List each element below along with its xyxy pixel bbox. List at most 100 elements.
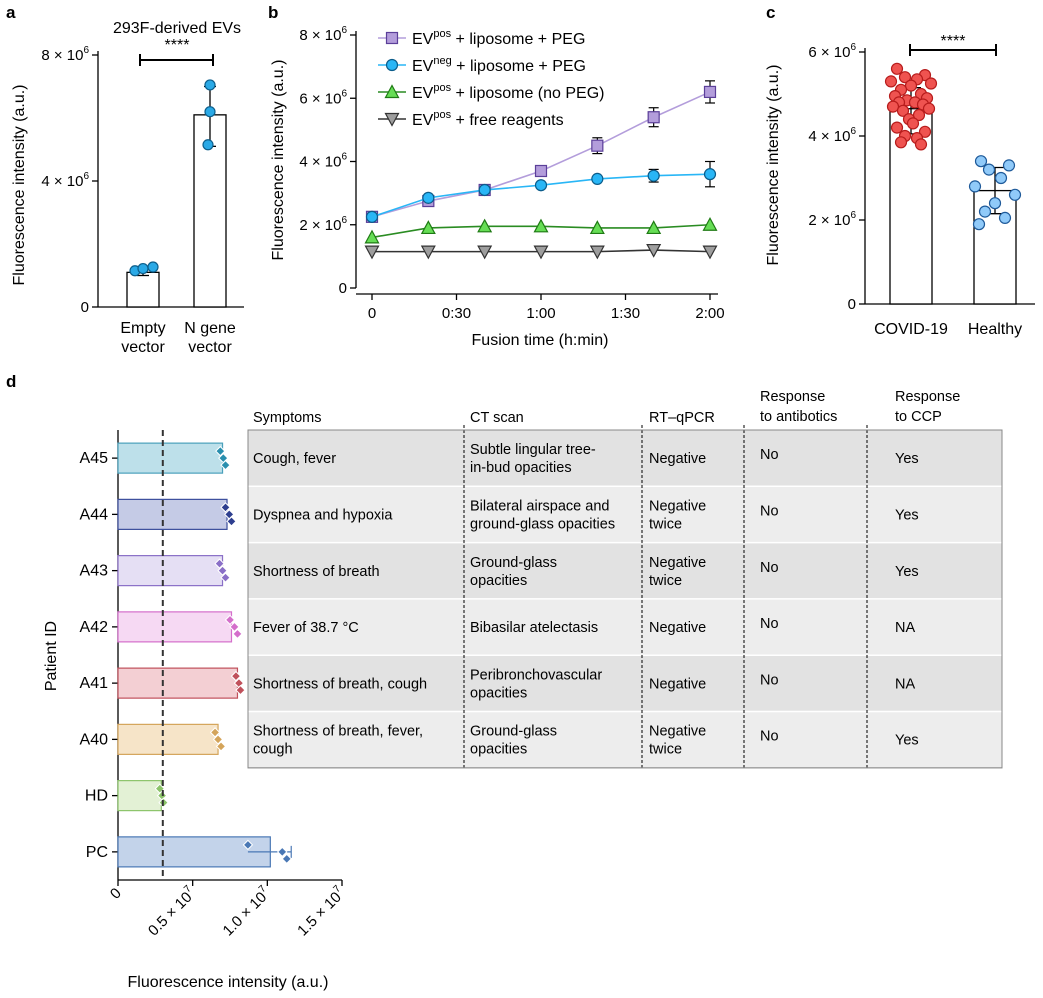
d-data-point [229, 621, 240, 633]
b-data-point [477, 218, 493, 233]
d-table-row [248, 598, 1002, 656]
d-table-cell: No [760, 729, 779, 745]
d-table-cell: opacities [470, 685, 527, 701]
b-x-tick-label: 1:00 [526, 305, 555, 322]
d-table-cell: NA [895, 676, 915, 692]
d-bar [117, 611, 233, 643]
a-category-label: vector [188, 339, 232, 356]
panel-d: d Patient ID Fluorescence intensity (a.u… [6, 372, 1003, 991]
panel-d-label: d [6, 372, 16, 391]
panel-a-significance: **** [165, 37, 190, 54]
c-data-point [890, 62, 904, 75]
d-data-point [212, 734, 224, 745]
d-table-row [248, 542, 1002, 599]
panel-d-x-axis-label: Fluorescence intensity (a.u.) [128, 974, 329, 991]
d-data-point [220, 572, 231, 583]
c-data-point [972, 218, 986, 231]
d-table-cell: Bibasilar atelectasis [470, 620, 598, 636]
b-legend-marker [385, 58, 399, 72]
b-data-point [702, 245, 718, 260]
d-table-row [248, 655, 1002, 712]
d-data-point [242, 839, 254, 851]
b-y-tick-label: 6 × 106 [299, 88, 347, 107]
b-x-tick-label: 0:30 [442, 305, 471, 322]
b-data-point [364, 229, 380, 244]
d-table-cell: twice [649, 516, 682, 532]
d-table-cell: Shortness of breath, fever, [253, 724, 423, 740]
panel-a-plot: 0 4 × 106 8 × 106 Empty vector N gene vector [41, 45, 244, 356]
a-data-point [202, 139, 214, 151]
c-data-point [890, 121, 904, 134]
d-table-cell: Yes [895, 733, 919, 749]
d-table-cell: Peribronchovascular [470, 667, 602, 683]
b-data-point [533, 218, 549, 233]
a-category-label: N gene [184, 320, 236, 337]
b-data-point [591, 172, 604, 185]
d-table-cell: opacities [470, 742, 527, 758]
b-y-tick-label: 8 × 106 [299, 25, 347, 44]
c-data-point [912, 108, 926, 122]
d-table-cell: Negative [649, 498, 706, 514]
b-data-point [420, 220, 436, 235]
c-data-point [974, 155, 988, 168]
b-x-tick-label: 0 [368, 305, 376, 322]
panel-d-y-axis-label: Patient ID [43, 621, 60, 691]
a-y-tick-label: 4 × 106 [41, 171, 89, 190]
panel-c-plot: 0 2 × 106 4 × 106 6 × 106 COVID-19 Healthy [808, 42, 1035, 338]
c-y-tick-label: 2 × 106 [808, 210, 856, 229]
d-table-cell: No [760, 503, 779, 519]
d-table-header: Response [760, 389, 825, 405]
d-category-label: A45 [80, 450, 109, 467]
b-legend-label: EVpos + free reagents [412, 109, 564, 129]
d-table-cell: Cough, fever [253, 451, 336, 467]
panel-b-x-axis-label: Fusion time (h:min) [472, 332, 609, 349]
c-data-point [982, 163, 996, 176]
b-y-tick-label: 0 [339, 280, 347, 297]
d-table-cell: opacities [470, 573, 527, 589]
d-table-cell: No [760, 560, 779, 576]
d-table-cell: Negative [649, 724, 706, 740]
d-table-cell: ground-glass opacities [470, 516, 615, 532]
b-data-point [533, 245, 549, 260]
d-data-point [226, 516, 237, 527]
c-data-point [924, 77, 938, 90]
d-table-header: Symptoms [253, 410, 322, 426]
b-data-point [420, 245, 436, 260]
d-data-point [232, 628, 243, 640]
d-table-cell: twice [649, 573, 682, 589]
c-data-point [884, 75, 898, 88]
c-data-point [906, 117, 920, 130]
d-table-cell: Ground-glass [470, 724, 557, 740]
d-table-row [248, 486, 1002, 543]
c-category-label: Healthy [968, 321, 1022, 338]
b-data-point [364, 245, 380, 260]
d-category-label: A40 [80, 731, 109, 748]
panel-d-plot: A45 A44 A43 A42 A41 A40 HD PC 0 0.5 × 107 1.0 × 10… [80, 430, 345, 939]
d-data-point [209, 727, 221, 738]
d-table-cell: Yes [895, 507, 919, 523]
d-bar [117, 667, 239, 699]
d-table-header: RT–qPCR [649, 410, 715, 426]
a-bar [193, 114, 227, 308]
b-x-tick-label: 1:30 [611, 305, 640, 322]
panel-c-y-axis-label: Fluorescence intensity (a.u.) [765, 65, 782, 266]
a-data-point [204, 106, 216, 118]
b-legend-label: EVneg + liposome + PEG [412, 55, 586, 75]
d-table-cell: Ground-glass [470, 555, 557, 571]
d-data-point [281, 853, 292, 865]
d-table-header: to antibotics [760, 409, 837, 425]
b-data-point [646, 220, 662, 235]
d-x-tick-label: 1.0 × 107 [218, 883, 274, 939]
d-bar [117, 555, 224, 587]
d-table-cell: twice [649, 742, 682, 758]
d-table-cell: Negative [649, 620, 706, 636]
c-y-tick-label: 4 × 106 [808, 126, 856, 145]
d-table-cell: Dyspnea and hypoxia [253, 507, 393, 523]
d-table-cell: Subtle lingular tree- [470, 442, 596, 458]
panel-b-plot: 0 2 × 106 4 × 106 6 × 106 8 × 106 0 0:30 1:00 1:… [299, 25, 724, 322]
b-legend-marker [384, 84, 400, 99]
c-data-point [904, 79, 918, 92]
b-legend-label: EVpos + liposome (no PEG) [412, 82, 605, 102]
d-data-point [230, 670, 242, 682]
